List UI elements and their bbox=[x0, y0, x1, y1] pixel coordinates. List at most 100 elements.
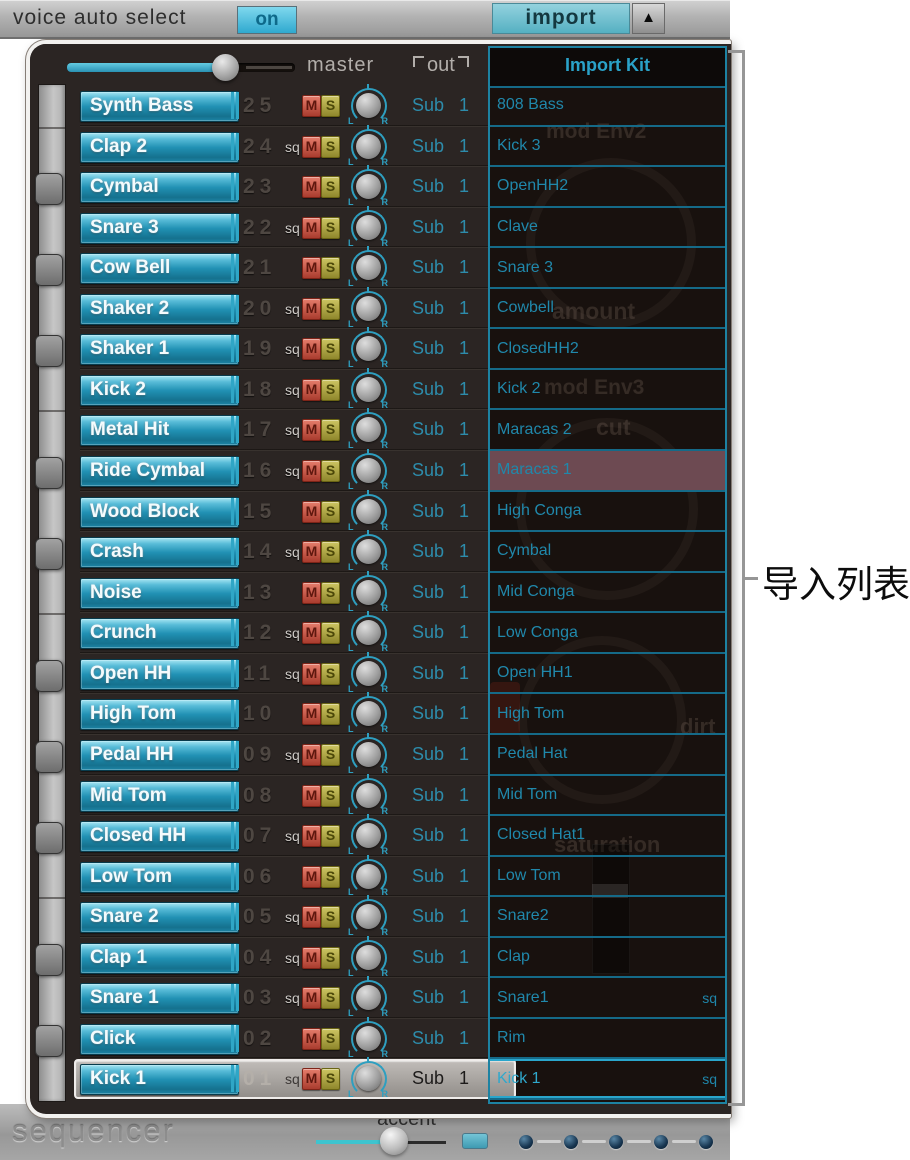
output-selector[interactable]: Sub 1 bbox=[412, 581, 470, 602]
import-kit-item[interactable]: Mid Tom bbox=[488, 776, 727, 817]
import-kit-item[interactable]: Open HH1 bbox=[488, 654, 727, 695]
import-kit-item[interactable]: High Conga bbox=[488, 492, 727, 533]
solo-button[interactable]: S bbox=[321, 216, 340, 239]
solo-button[interactable]: S bbox=[321, 1068, 340, 1091]
solo-button[interactable]: S bbox=[321, 95, 340, 117]
mute-button[interactable]: M bbox=[302, 581, 321, 604]
mute-button[interactable]: M bbox=[302, 419, 321, 442]
mute-button[interactable]: M bbox=[302, 460, 321, 483]
solo-button[interactable]: S bbox=[321, 135, 340, 158]
solo-button[interactable]: S bbox=[321, 338, 340, 361]
voice-name-field[interactable]: Synth Bass bbox=[80, 91, 239, 122]
output-selector[interactable]: Sub 1 bbox=[412, 946, 470, 967]
voice-name-field[interactable]: Metal Hit bbox=[80, 415, 239, 447]
solo-button[interactable]: S bbox=[321, 825, 340, 848]
output-selector[interactable]: Sub 1 bbox=[412, 338, 470, 359]
mute-button[interactable]: M bbox=[302, 1068, 321, 1091]
output-selector[interactable]: Sub 1 bbox=[412, 500, 470, 521]
accent-slider-handle[interactable] bbox=[380, 1127, 408, 1155]
output-selector[interactable]: Sub 1 bbox=[412, 825, 470, 846]
output-selector[interactable]: Sub 1 bbox=[412, 419, 470, 440]
solo-button[interactable]: S bbox=[321, 297, 340, 320]
import-kit-item[interactable]: Kick 3 bbox=[488, 127, 727, 168]
voice-name-field[interactable]: Noise bbox=[80, 577, 239, 609]
import-button[interactable]: import bbox=[492, 3, 630, 34]
solo-button[interactable]: S bbox=[321, 541, 340, 564]
solo-button[interactable]: S bbox=[321, 581, 340, 604]
mute-button[interactable]: M bbox=[302, 176, 321, 199]
voice-name-field[interactable]: Mid Tom bbox=[80, 780, 239, 812]
voice-name-field[interactable]: Snare 1 bbox=[80, 983, 239, 1015]
mute-button[interactable]: M bbox=[302, 825, 321, 848]
accent-slider-track[interactable] bbox=[316, 1140, 388, 1144]
black-key[interactable] bbox=[35, 538, 63, 571]
solo-button[interactable]: S bbox=[321, 987, 340, 1010]
mute-button[interactable]: M bbox=[302, 865, 321, 888]
voice-name-field[interactable]: High Tom bbox=[80, 699, 239, 731]
mute-button[interactable]: M bbox=[302, 946, 321, 969]
import-kit-item[interactable]: Maracas 2 bbox=[488, 410, 727, 452]
voice-name-field[interactable]: Open HH bbox=[80, 658, 239, 690]
mute-button[interactable]: M bbox=[302, 338, 321, 361]
output-selector[interactable]: Sub 1 bbox=[412, 865, 470, 886]
mute-button[interactable]: M bbox=[302, 622, 321, 645]
mute-button[interactable]: M bbox=[302, 297, 321, 320]
import-kit-item[interactable]: Low Conga bbox=[488, 613, 727, 654]
black-key[interactable] bbox=[35, 335, 63, 368]
solo-button[interactable]: S bbox=[321, 662, 340, 685]
output-selector[interactable]: Sub 1 bbox=[412, 662, 470, 683]
voice-name-field[interactable]: Low Tom bbox=[80, 861, 239, 893]
mute-button[interactable]: M bbox=[302, 784, 321, 807]
mute-button[interactable]: M bbox=[302, 257, 321, 280]
import-kit-item[interactable]: Pedal Hat bbox=[488, 735, 727, 776]
mute-button[interactable]: M bbox=[302, 500, 321, 523]
voice-name-field[interactable]: Clap 1 bbox=[80, 942, 239, 974]
voice-name-field[interactable]: Snare 2 bbox=[80, 902, 239, 934]
voice-auto-select-on-button[interactable]: on bbox=[237, 6, 297, 34]
import-kit-item[interactable]: Snare2 bbox=[488, 897, 727, 938]
solo-button[interactable]: S bbox=[321, 500, 340, 523]
black-key[interactable] bbox=[35, 457, 63, 490]
output-selector[interactable]: Sub 1 bbox=[412, 1068, 470, 1089]
import-kit-item[interactable]: 808 Bass bbox=[488, 86, 727, 127]
master-volume-handle[interactable] bbox=[212, 54, 239, 81]
voice-name-field[interactable]: Shaker 1 bbox=[80, 334, 239, 366]
mute-button[interactable]: M bbox=[302, 378, 321, 401]
voice-name-field[interactable]: Click bbox=[80, 1023, 239, 1055]
output-selector[interactable]: Sub 1 bbox=[412, 135, 470, 156]
output-selector[interactable]: Sub 1 bbox=[412, 784, 470, 805]
solo-button[interactable]: S bbox=[321, 1027, 340, 1050]
output-selector[interactable]: Sub 1 bbox=[412, 378, 470, 399]
voice-name-field[interactable]: Clap 2 bbox=[80, 131, 239, 163]
output-selector[interactable]: Sub 1 bbox=[412, 95, 470, 115]
solo-button[interactable]: S bbox=[321, 865, 340, 888]
solo-button[interactable]: S bbox=[321, 460, 340, 483]
output-selector[interactable]: Sub 1 bbox=[412, 743, 470, 764]
import-kit-item[interactable]: Low Tom bbox=[488, 857, 727, 898]
import-kit-item[interactable]: Rim bbox=[488, 1019, 727, 1060]
solo-button[interactable]: S bbox=[321, 378, 340, 401]
import-kit-item[interactable]: Clave bbox=[488, 208, 727, 249]
voice-name-field[interactable]: Wood Block bbox=[80, 496, 239, 528]
import-kit-item[interactable]: OpenHH2 bbox=[488, 167, 727, 208]
output-selector[interactable]: Sub 1 bbox=[412, 216, 470, 237]
mute-button[interactable]: M bbox=[302, 662, 321, 685]
voice-name-field[interactable]: Crash bbox=[80, 537, 239, 569]
voice-name-field[interactable]: Kick 2 bbox=[80, 374, 239, 406]
